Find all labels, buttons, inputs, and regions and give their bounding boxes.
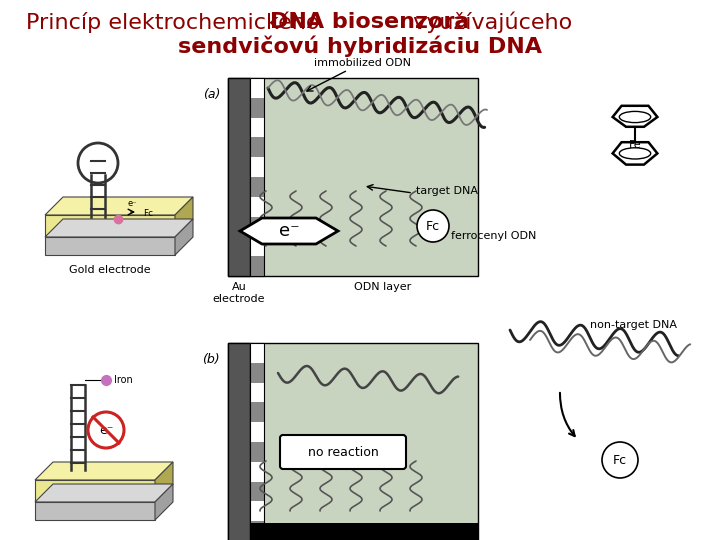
Text: Fc: Fc <box>613 454 627 467</box>
Polygon shape <box>35 484 173 502</box>
Bar <box>250 502 264 521</box>
Bar <box>250 137 264 157</box>
FancyBboxPatch shape <box>280 435 406 469</box>
Text: no reaction: no reaction <box>307 446 379 458</box>
Bar <box>250 422 264 442</box>
Bar <box>250 78 264 98</box>
Text: Iron: Iron <box>114 375 132 385</box>
Text: Fc: Fc <box>143 208 153 218</box>
Circle shape <box>602 442 638 478</box>
Text: e⁻: e⁻ <box>99 423 113 436</box>
Bar <box>250 402 264 422</box>
Text: Au
electrode: Au electrode <box>212 282 265 303</box>
Polygon shape <box>45 215 175 237</box>
Polygon shape <box>175 219 193 255</box>
Ellipse shape <box>619 148 651 159</box>
Polygon shape <box>35 480 155 502</box>
Polygon shape <box>35 502 155 520</box>
Polygon shape <box>240 218 338 244</box>
Text: Gold electrode: Gold electrode <box>69 265 150 275</box>
Bar <box>250 98 264 118</box>
Polygon shape <box>45 219 193 237</box>
Polygon shape <box>155 484 173 520</box>
Bar <box>250 237 264 256</box>
Circle shape <box>417 210 449 242</box>
Bar <box>228 78 478 276</box>
Text: target DNA: target DNA <box>416 186 478 196</box>
Polygon shape <box>45 237 175 255</box>
Text: non-target DNA: non-target DNA <box>590 320 677 330</box>
Bar <box>250 462 264 482</box>
Text: Fe: Fe <box>629 140 642 150</box>
Bar <box>228 78 250 276</box>
Polygon shape <box>35 462 173 480</box>
Bar <box>228 343 478 540</box>
Bar <box>250 118 264 137</box>
Bar <box>250 78 264 276</box>
Text: DNA biosenzora: DNA biosenzora <box>270 12 469 32</box>
Bar <box>250 177 264 197</box>
Ellipse shape <box>619 111 651 123</box>
Polygon shape <box>613 106 657 127</box>
Bar <box>250 383 264 402</box>
Text: využívajúceho: využívajúceho <box>406 11 572 33</box>
Bar <box>250 256 264 276</box>
Bar <box>250 523 478 540</box>
Text: e⁻: e⁻ <box>279 222 300 240</box>
Text: sendvičovú hybridizáciu DNA: sendvičovú hybridizáciu DNA <box>178 35 542 57</box>
Text: e⁻: e⁻ <box>127 199 137 208</box>
Bar <box>250 482 264 502</box>
Text: (b): (b) <box>202 353 220 366</box>
Text: Princíp elektrochemického: Princíp elektrochemického <box>26 11 327 33</box>
Polygon shape <box>155 462 173 502</box>
Bar <box>250 363 264 383</box>
Polygon shape <box>175 197 193 237</box>
Bar <box>250 521 264 540</box>
Bar <box>250 343 264 363</box>
Text: ferrocenyl ODN: ferrocenyl ODN <box>451 231 536 241</box>
Bar <box>250 343 264 540</box>
Text: Fc: Fc <box>426 219 440 233</box>
Bar <box>228 343 250 540</box>
Polygon shape <box>45 197 193 215</box>
Polygon shape <box>613 142 657 165</box>
Bar <box>250 442 264 462</box>
Bar <box>250 157 264 177</box>
Text: immobilized ODN: immobilized ODN <box>315 58 412 68</box>
Circle shape <box>88 412 124 448</box>
Text: ODN layer: ODN layer <box>354 282 412 292</box>
Bar <box>250 197 264 217</box>
Text: (a): (a) <box>202 88 220 101</box>
Bar <box>250 217 264 237</box>
